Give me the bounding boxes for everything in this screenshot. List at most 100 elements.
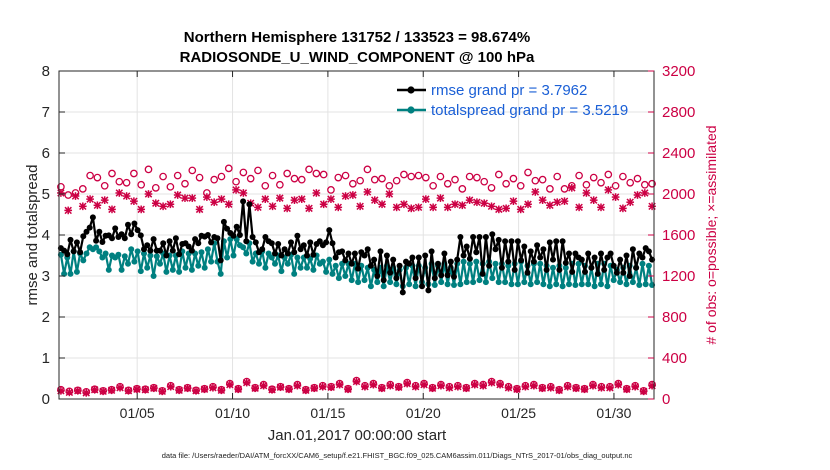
assimilated-obs-marker: [575, 203, 583, 212]
possible-obs-marker: [327, 186, 335, 194]
rmse-point: [262, 234, 269, 240]
rmse-point: [316, 238, 323, 245]
totalspread-point: [387, 279, 394, 286]
totalspread-point: [495, 279, 502, 286]
totalspread-point: [67, 270, 74, 277]
possible-obs-marker: [494, 170, 503, 179]
totalspread-point: [348, 277, 355, 284]
legend-rmse-label: rmse grand pr = 3.7962: [431, 82, 587, 99]
assimilated-obs-marker: [297, 195, 306, 203]
assimilated-obs-low-marker: [141, 385, 150, 394]
totalspread-point: [134, 248, 141, 255]
rmse-point: [243, 238, 250, 245]
totalspread-point: [230, 252, 237, 259]
totalspread-point: [118, 266, 125, 273]
possible-obs-marker: [451, 175, 459, 184]
rmse-point: [214, 235, 221, 242]
assimilated-obs-low-marker: [293, 381, 302, 390]
assimilated-obs-marker: [524, 200, 532, 209]
assimilated-obs-low-marker: [116, 383, 124, 392]
possible-obs-marker: [151, 184, 160, 192]
totalspread-point: [208, 258, 215, 265]
rmse-point: [466, 255, 473, 262]
assimilated-obs-low-marker: [411, 382, 420, 391]
rmse-point: [367, 262, 374, 269]
rmse-point: [300, 242, 307, 249]
assimilated-obs-low-marker: [622, 385, 631, 394]
possible-obs-marker: [181, 179, 189, 188]
assimilated-obs-marker: [626, 198, 635, 207]
totalspread-point: [323, 268, 330, 275]
assimilated-obs-marker: [276, 194, 284, 202]
possible-obs-marker: [93, 173, 102, 182]
possible-obs-marker: [173, 171, 182, 180]
rmse-point: [463, 243, 470, 250]
assimilated-obs-low-marker: [639, 387, 648, 396]
totalspread-point: [141, 250, 147, 257]
totalspread-point: [169, 266, 176, 273]
rmse-point: [431, 275, 438, 282]
possible-obs-marker: [210, 175, 219, 184]
assimilated-obs-marker: [458, 201, 467, 210]
possible-obs-marker: [516, 181, 525, 190]
rmse-point: [259, 246, 266, 253]
totalspread-point: [217, 270, 224, 277]
rmse-point: [537, 254, 544, 261]
rmse-point: [195, 240, 202, 247]
totalspread-point: [125, 260, 131, 267]
assimilated-obs-low-marker: [57, 386, 65, 395]
rmse-point: [460, 252, 467, 259]
rmse-point: [364, 246, 371, 253]
rmse-point: [291, 249, 298, 256]
rmse-point: [393, 275, 400, 282]
totalspread-point: [93, 244, 100, 251]
assimilated-obs-low-marker: [318, 382, 327, 391]
possible-obs-marker: [100, 181, 109, 190]
rmse-point: [339, 248, 346, 255]
rmse-point: [220, 218, 227, 225]
rmse-point: [645, 248, 652, 255]
rmse-point: [204, 232, 211, 238]
possible-obs-marker: [363, 165, 372, 174]
rmse-point: [236, 232, 243, 238]
rmse-point: [588, 264, 595, 271]
possible-obs-marker: [224, 164, 233, 173]
assimilated-obs-low-marker: [335, 380, 344, 389]
assimilated-obs-low-marker: [99, 387, 107, 396]
assimilated-obs-marker: [334, 203, 343, 212]
assimilated-obs-low-marker: [149, 384, 158, 393]
assimilated-obs-marker: [443, 203, 452, 212]
assimilated-obs-low-marker: [572, 384, 580, 393]
assimilated-obs-low-marker: [470, 380, 479, 389]
rmse-point: [412, 275, 419, 282]
rmse-point: [502, 238, 509, 245]
assimilated-obs-low-marker: [225, 380, 234, 389]
possible-obs-marker: [297, 175, 306, 184]
assimilated-obs-marker: [173, 191, 182, 199]
possible-obs-marker: [188, 166, 197, 175]
totalspread-point: [550, 264, 556, 271]
assimilated-obs-marker: [122, 192, 131, 200]
possible-obs-marker: [166, 182, 175, 191]
rmse-point: [275, 241, 282, 247]
rmse-point: [613, 269, 620, 276]
assimilated-obs-marker: [473, 198, 481, 207]
totalspread-point: [284, 260, 291, 267]
assimilated-obs-marker: [429, 203, 437, 212]
y2-axis-label: # of obs: o=possible; ×=assimilated: [703, 125, 719, 344]
totalspread-point: [406, 281, 413, 288]
totalspread-point: [617, 279, 624, 286]
assimilated-obs-low-marker: [437, 381, 445, 390]
totalspread-point: [342, 273, 349, 279]
possible-obs-marker: [108, 169, 116, 178]
rmse-point: [444, 272, 451, 279]
assimilated-obs-low-marker: [420, 380, 428, 389]
possible-obs-marker: [524, 168, 532, 177]
totalspread-point: [473, 258, 480, 265]
possible-obs-marker: [385, 181, 394, 190]
assimilated-obs-marker: [465, 196, 474, 204]
assimilated-obs-low-marker: [234, 385, 243, 394]
assimilated-obs-marker: [363, 188, 372, 196]
rmse-point: [147, 247, 154, 254]
rmse-point: [150, 236, 157, 243]
